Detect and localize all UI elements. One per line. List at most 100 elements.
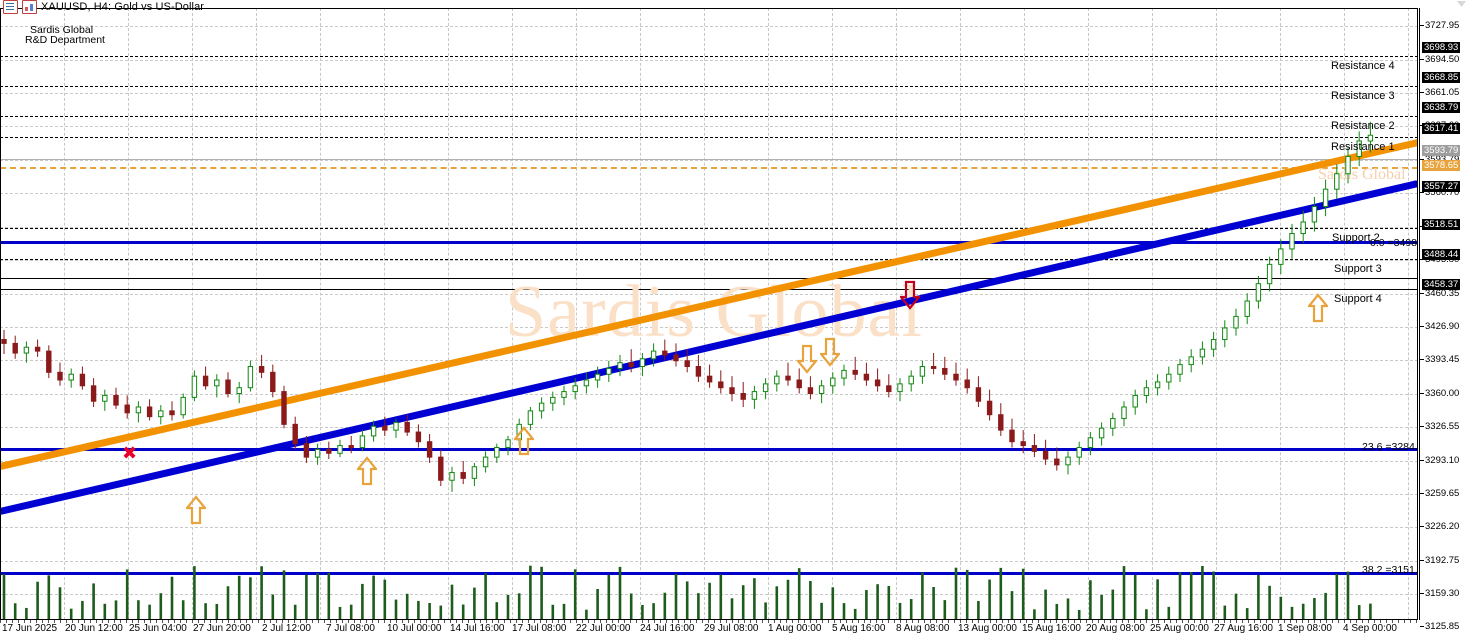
time-tick <box>144 620 145 623</box>
close-trade-x-icon[interactable]: ✖ <box>122 443 138 464</box>
price-scale[interactable]: 3727.953694.503661.053627.603593.793560.… <box>1419 8 1469 632</box>
time-tick <box>480 620 481 623</box>
gridline-vertical <box>1024 8 1025 620</box>
time-tick <box>420 620 421 623</box>
level-label-resistance-2: Resistance 2 <box>1331 120 1395 132</box>
time-axis-label: 17 Jul 08:00 <box>512 623 567 634</box>
time-tick <box>1284 620 1285 623</box>
time-tick <box>522 620 523 623</box>
time-tick <box>1044 620 1045 623</box>
time-tick <box>438 620 439 623</box>
time-tick <box>1272 620 1273 623</box>
time-tick <box>1290 620 1291 623</box>
buy-arrow-up-icon[interactable] <box>512 426 536 461</box>
time-tick <box>1374 620 1375 623</box>
grid-icon[interactable] <box>3 0 18 14</box>
chart-header: XAUUSD, H4: Gold vs US-Dollar <box>0 0 204 14</box>
scrollbar-thumb-icon[interactable] <box>1457 1 1466 7</box>
time-axis-label: 8 Aug 08:00 <box>896 623 950 634</box>
time-tick <box>750 620 751 623</box>
time-axis-label: 1 Aug 00:00 <box>768 623 822 634</box>
time-tick <box>1146 620 1147 623</box>
time-tick <box>426 620 427 623</box>
time-tick <box>24 620 25 623</box>
time-tick <box>690 620 691 623</box>
time-tick <box>618 620 619 623</box>
time-tick <box>372 620 373 623</box>
candlestick-series <box>1 121 1374 492</box>
time-tick <box>966 620 967 623</box>
time-tick <box>66 620 67 623</box>
time-tick <box>282 620 283 623</box>
time-tick <box>564 620 565 623</box>
time-tick <box>330 620 331 623</box>
time-tick <box>918 620 919 623</box>
time-tick <box>1122 620 1123 623</box>
price-marker-label: 3578.65 <box>1422 160 1461 171</box>
time-tick <box>1188 620 1189 623</box>
time-tick <box>84 620 85 623</box>
time-tick <box>870 620 871 623</box>
gridline-horizontal <box>0 93 1418 94</box>
time-tick <box>684 620 685 623</box>
time-tick <box>1200 620 1201 623</box>
time-tick <box>360 620 361 623</box>
buy-arrow-up-icon[interactable] <box>184 495 208 530</box>
time-tick <box>1254 620 1255 623</box>
time-tick <box>504 620 505 623</box>
volume-histogram <box>2 565 1372 620</box>
chart-icon[interactable] <box>22 0 37 14</box>
time-tick <box>276 620 277 623</box>
time-axis-label: 24 Jul 16:00 <box>640 623 695 634</box>
time-tick <box>180 620 181 623</box>
time-tick <box>390 620 391 623</box>
time-tick <box>1140 620 1141 623</box>
time-tick <box>102 620 103 623</box>
time-tick <box>1014 620 1015 623</box>
time-tick <box>1350 620 1351 623</box>
time-tick <box>402 620 403 623</box>
tick-dash-icon <box>1420 292 1424 294</box>
time-tick <box>468 620 469 623</box>
time-tick <box>216 620 217 623</box>
level-line <box>0 137 1418 138</box>
tick-dash-icon <box>1420 425 1424 427</box>
time-tick <box>1056 620 1057 623</box>
time-axis-label: 15 Aug 16:00 <box>1022 623 1081 634</box>
time-tick <box>780 620 781 623</box>
time-tick <box>1020 620 1021 623</box>
chart-title: XAUUSD, H4: Gold vs US-Dollar <box>41 1 205 13</box>
time-tick <box>1260 620 1261 623</box>
time-tick <box>924 620 925 623</box>
time-tick <box>606 620 607 623</box>
sell-arrow-down-icon[interactable] <box>898 280 922 315</box>
time-tick <box>744 620 745 623</box>
gridline-horizontal <box>0 527 1418 528</box>
buy-arrow-up-icon[interactable] <box>1306 293 1330 328</box>
time-tick <box>30 620 31 623</box>
tick-dash-icon <box>1420 158 1424 160</box>
time-tick <box>1236 620 1237 623</box>
time-scale[interactable]: 17 Jun 2025 20 Jun 12:00 25 Jun 04:00 27 Ju… <box>0 620 1418 638</box>
price-tick-label: 3661.05 <box>1425 87 1460 98</box>
gridline-vertical <box>896 8 897 620</box>
sell-arrow-down-icon[interactable] <box>795 344 819 379</box>
time-axis-label: 14 Jul 16:00 <box>450 623 505 634</box>
time-tick <box>1302 620 1303 623</box>
time-tick <box>306 620 307 623</box>
time-tick <box>366 620 367 623</box>
sell-arrow-down-icon[interactable] <box>818 337 842 372</box>
gridline-vertical <box>320 8 321 620</box>
price-marker-label: 3593.79 <box>1422 145 1461 156</box>
gridline-vertical <box>1152 8 1153 620</box>
price-tick-label: 3694.50 <box>1425 54 1460 65</box>
time-tick <box>1032 620 1033 623</box>
time-tick <box>600 620 601 623</box>
chart-plot-area[interactable]: Sardis Global ✖ Resistance 4 Resistance 3… <box>0 8 1418 620</box>
price-tick-label: 3259.65 <box>1425 488 1460 499</box>
gridline-vertical <box>64 8 65 620</box>
time-tick <box>1356 620 1357 623</box>
time-tick <box>114 620 115 623</box>
buy-arrow-up-icon[interactable] <box>355 456 379 491</box>
gridline-vertical <box>1216 8 1217 620</box>
